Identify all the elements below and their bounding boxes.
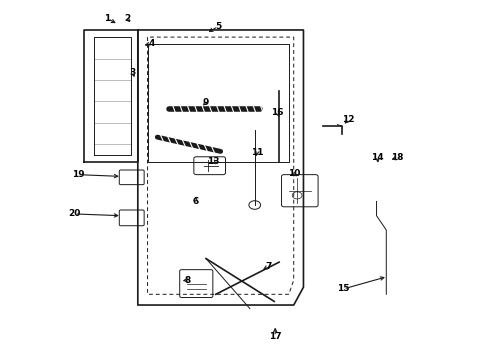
- Text: 18: 18: [391, 153, 403, 162]
- Text: 2: 2: [124, 14, 130, 23]
- Text: 3: 3: [130, 68, 136, 77]
- Text: 17: 17: [269, 332, 282, 341]
- Text: 12: 12: [342, 116, 355, 125]
- Text: 19: 19: [72, 170, 84, 179]
- Text: 20: 20: [68, 210, 81, 219]
- Text: 7: 7: [265, 262, 271, 271]
- Text: 5: 5: [215, 22, 221, 31]
- FancyBboxPatch shape: [119, 170, 144, 185]
- FancyBboxPatch shape: [282, 175, 318, 207]
- Text: 9: 9: [203, 98, 209, 107]
- Text: 1: 1: [104, 14, 111, 23]
- Text: 15: 15: [337, 284, 350, 293]
- FancyBboxPatch shape: [119, 210, 144, 226]
- FancyBboxPatch shape: [180, 270, 213, 297]
- Text: 11: 11: [251, 148, 264, 157]
- Text: 6: 6: [192, 197, 198, 206]
- Text: 16: 16: [271, 108, 284, 117]
- Text: 8: 8: [184, 275, 191, 284]
- Text: 14: 14: [371, 153, 384, 162]
- Text: 10: 10: [288, 169, 300, 178]
- Text: 4: 4: [148, 39, 155, 48]
- Text: 13: 13: [207, 157, 220, 166]
- FancyBboxPatch shape: [194, 157, 225, 175]
